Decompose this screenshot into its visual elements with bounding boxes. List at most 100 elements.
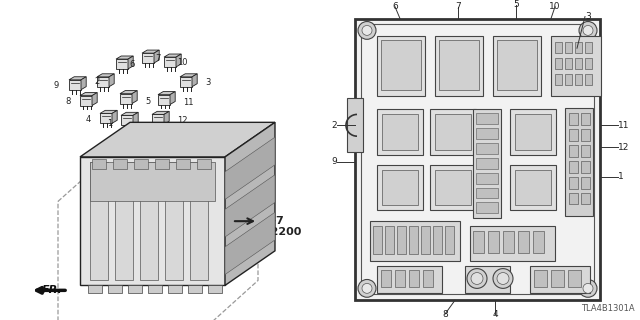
Bar [190,162,208,280]
Bar [476,173,498,184]
Bar [493,36,541,96]
Bar [108,285,122,293]
Polygon shape [154,50,159,63]
Polygon shape [158,95,170,105]
Bar [208,285,222,293]
Polygon shape [170,92,175,105]
Bar [565,74,572,85]
Polygon shape [128,56,133,69]
Bar [569,113,578,125]
Bar [575,42,582,53]
Bar [165,162,183,280]
Bar [90,162,215,201]
Bar [435,170,471,205]
Bar [476,128,498,139]
Bar [395,269,405,287]
Bar [585,42,592,53]
Bar [488,231,499,253]
Bar [581,177,590,188]
Bar [465,266,510,293]
Text: 11: 11 [183,98,193,107]
Bar [148,285,162,293]
Bar [473,109,501,218]
Polygon shape [97,74,114,77]
Bar [581,145,590,157]
Bar [423,269,433,287]
Polygon shape [225,122,275,285]
Bar [530,266,590,293]
Text: 10: 10 [177,58,188,67]
Bar [555,58,562,69]
Polygon shape [180,77,192,87]
Bar [409,226,418,254]
Bar [370,221,460,261]
Bar [409,269,419,287]
Polygon shape [116,59,128,69]
Text: FR.: FR. [42,285,63,295]
Bar [518,231,529,253]
Bar [347,98,363,152]
Bar [155,159,169,169]
Polygon shape [69,77,86,80]
Text: 9: 9 [332,157,337,166]
Circle shape [471,273,483,284]
Polygon shape [225,175,275,237]
Text: 12: 12 [177,116,188,125]
Polygon shape [121,116,133,125]
Bar [382,170,418,205]
Polygon shape [80,122,275,157]
Bar [433,226,442,254]
Text: 4: 4 [492,309,498,319]
Bar [515,170,551,205]
Bar [176,159,190,169]
Polygon shape [80,96,92,106]
Polygon shape [164,57,176,67]
Bar [128,285,142,293]
Polygon shape [164,54,181,57]
Text: 1: 1 [107,119,112,128]
Polygon shape [92,92,97,106]
Bar [397,226,406,254]
Bar [565,58,572,69]
Bar [134,159,148,169]
Text: 12: 12 [618,142,629,152]
Bar [551,269,564,287]
Bar [435,115,471,150]
Bar [188,285,202,293]
Text: 3: 3 [585,12,591,21]
Polygon shape [225,137,275,199]
Bar [515,115,551,150]
Circle shape [579,21,597,39]
Bar [569,177,578,188]
Bar [381,40,421,90]
Bar [565,42,572,53]
Bar [555,74,562,85]
Polygon shape [112,110,117,123]
Text: 32200: 32200 [263,227,301,237]
Bar [377,165,423,210]
Bar [140,162,158,280]
Bar [569,161,578,173]
Bar [381,269,391,287]
Text: 6: 6 [392,2,398,11]
Bar [585,58,592,69]
Polygon shape [121,112,138,116]
Circle shape [493,268,513,288]
Bar [373,226,382,254]
Polygon shape [225,212,275,275]
Bar [569,129,578,141]
Bar [581,129,590,141]
Text: 2: 2 [332,121,337,130]
Circle shape [583,284,593,293]
Bar [510,165,556,210]
Bar [113,159,127,169]
Bar [533,231,544,253]
Bar [476,143,498,154]
Bar [385,226,394,254]
Text: 8: 8 [442,309,448,319]
Bar [568,269,581,287]
Polygon shape [133,112,138,125]
Circle shape [583,26,593,35]
Bar [575,58,582,69]
Polygon shape [164,111,169,124]
